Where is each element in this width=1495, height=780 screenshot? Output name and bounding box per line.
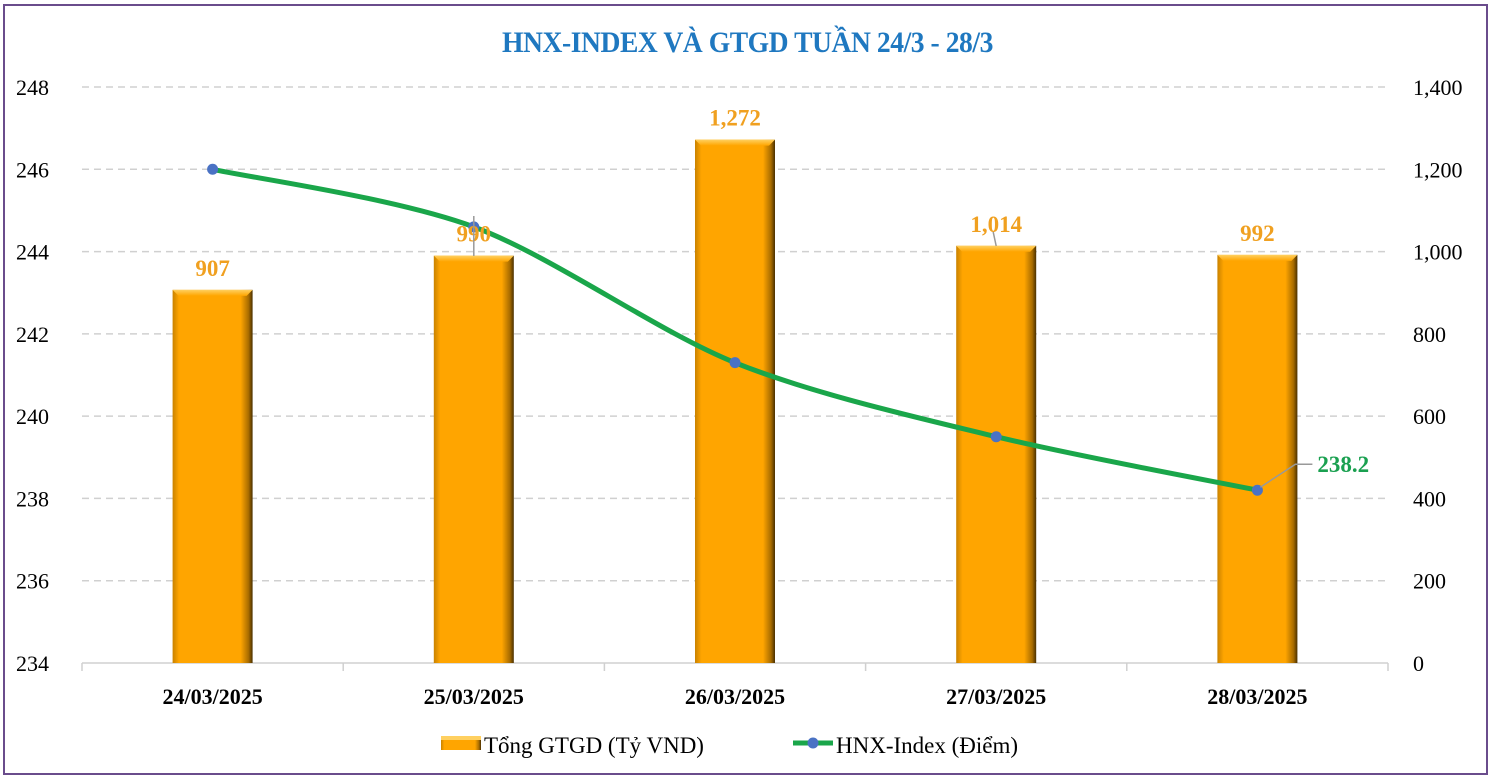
axes: 234 236 238 240 242 244 246 248 0 200 400 600 800 1,0… — [16, 75, 1463, 709]
index-marker — [207, 163, 219, 175]
right-axis-tick-label: 1,400 — [1413, 75, 1463, 100]
chart-title: HNX-INDEX VÀ GTGD TUẦN 24/3 - 28/3 — [502, 26, 993, 59]
bar-bevel — [1217, 254, 1298, 261]
legend-line-label: HNX-Index (Điểm) — [836, 733, 1018, 758]
label-leader-line — [992, 231, 997, 247]
bar — [695, 139, 775, 664]
bar — [172, 289, 253, 663]
bar-bevel — [433, 255, 514, 262]
bar-body — [1217, 254, 1298, 663]
line-value-label: 238.2 — [1317, 452, 1369, 477]
left-axis-tick-label: 236 — [16, 569, 49, 594]
bar-body — [433, 255, 514, 663]
bar — [956, 245, 1037, 663]
bar-body — [695, 139, 775, 664]
right-axis-tick-label: 1,200 — [1413, 157, 1463, 182]
left-axis-tick-label: 246 — [16, 157, 49, 182]
bar-bevel — [695, 139, 775, 146]
left-axis-tick-label: 244 — [16, 240, 49, 265]
bar-value-label: 1,014 — [970, 212, 1022, 237]
chart-frame — [3, 4, 1488, 775]
right-axis-tick-label: 400 — [1413, 486, 1446, 511]
right-axis-tick-label: 800 — [1413, 322, 1446, 347]
bar-bevel — [956, 245, 1037, 252]
bar — [433, 255, 514, 663]
left-axis-tick-label: 238 — [16, 486, 49, 511]
x-axis-category-label: 24/03/2025 — [162, 684, 262, 709]
x-axis-category-label: 28/03/2025 — [1207, 684, 1307, 709]
right-axis-tick-label: 0 — [1413, 651, 1424, 676]
legend-line-marker — [807, 737, 819, 749]
x-axis-category-label: 26/03/2025 — [685, 684, 785, 709]
left-axis-tick-label: 242 — [16, 322, 49, 347]
legend-bar-label: Tổng GTGD (Tỷ VND) — [484, 733, 704, 758]
left-axis-tick-label: 248 — [16, 75, 49, 100]
left-axis-tick-label: 240 — [16, 404, 49, 429]
bar-body — [956, 245, 1037, 663]
right-axis-tick-label: 600 — [1413, 404, 1446, 429]
bar-bevel — [172, 289, 253, 296]
bar — [1217, 254, 1298, 663]
right-axis-tick-label: 200 — [1413, 569, 1446, 594]
x-axis-category-label: 27/03/2025 — [946, 684, 1046, 709]
label-leader-line — [1259, 463, 1313, 488]
x-axis-category-label: 25/03/2025 — [424, 684, 524, 709]
index-marker — [1251, 484, 1263, 496]
legend-bar-swatch-highlight — [441, 736, 481, 740]
index-marker — [729, 357, 741, 369]
left-axis-tick-label: 234 — [16, 651, 49, 676]
bar-series — [172, 139, 1298, 664]
right-axis-tick-label: 1,000 — [1413, 240, 1463, 265]
bar-value-label: 907 — [195, 256, 230, 281]
bar-value-label: 1,272 — [709, 106, 761, 131]
bar-value-label: 992 — [1240, 221, 1275, 246]
bar-body — [172, 289, 253, 663]
legend: Tổng GTGD (Tỷ VND) HNX-Index (Điểm) — [441, 733, 1018, 758]
index-marker — [990, 431, 1002, 443]
